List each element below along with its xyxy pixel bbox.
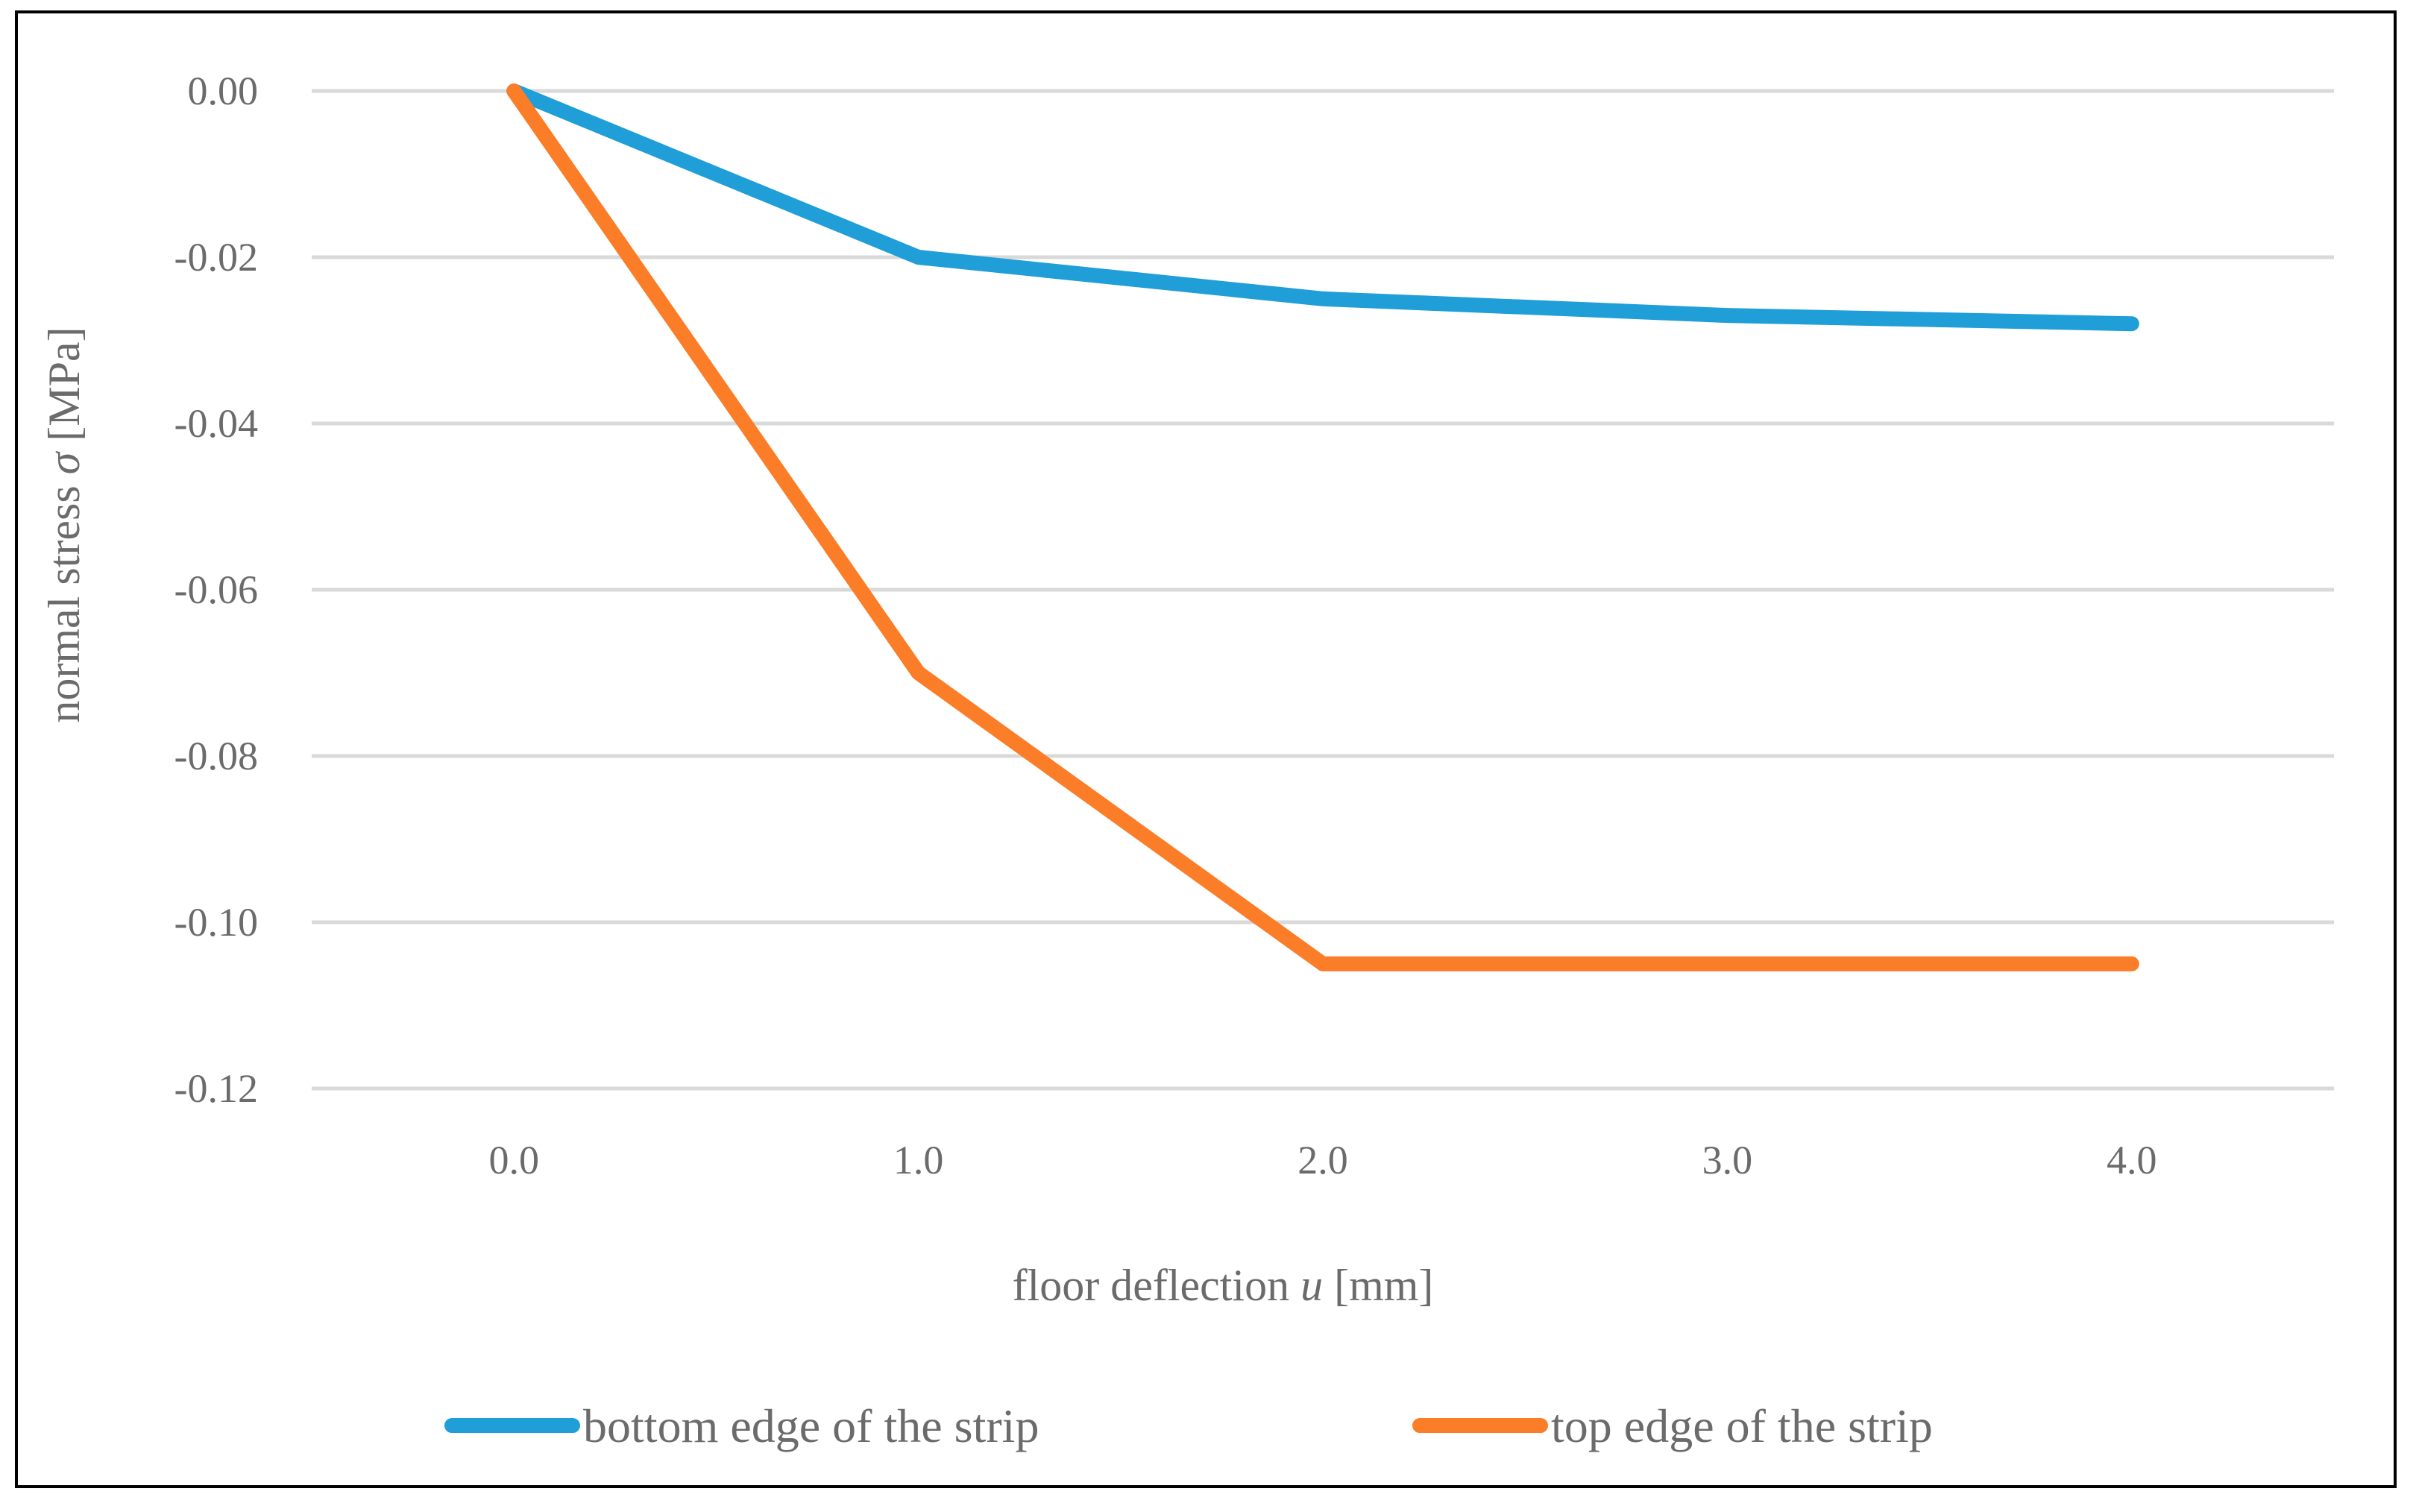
x-tick-label: 1.0 bbox=[893, 1138, 944, 1182]
y-tick-label: -0.02 bbox=[174, 235, 258, 280]
x-tick-label: 0.0 bbox=[488, 1138, 539, 1182]
y-tick-label: 0.00 bbox=[188, 69, 259, 113]
y-tick-label: -0.06 bbox=[174, 567, 258, 612]
x-tick-labels: 0.0 1.0 2.0 3.0 4.0 bbox=[488, 1138, 2157, 1182]
x-axis-title-prefix: floor deflection bbox=[1013, 1261, 1301, 1310]
series-line-bottom-edge bbox=[506, 84, 2139, 332]
series-lines bbox=[506, 84, 2139, 971]
x-tick-label: 3.0 bbox=[1702, 1138, 1753, 1182]
x-tick-label: 2.0 bbox=[1297, 1138, 1348, 1182]
y-axis-title-prefix: normal stress bbox=[40, 474, 89, 722]
legend-label-top-edge: top edge of the strip bbox=[1551, 1399, 1933, 1452]
y-tick-label: -0.04 bbox=[174, 401, 258, 446]
x-axis-title: floor deflection u [mm] bbox=[1013, 1261, 1434, 1310]
y-axis-title-symbol: σ bbox=[40, 450, 89, 474]
x-axis-title-suffix: [mm] bbox=[1323, 1261, 1433, 1310]
legend-label-bottom-edge: bottom edge of the strip bbox=[583, 1399, 1039, 1452]
legend: bottom edge of the strip top edge of the… bbox=[444, 1399, 1933, 1452]
y-tick-label: -0.10 bbox=[174, 900, 258, 945]
y-tick-label: -0.12 bbox=[174, 1066, 258, 1111]
gridlines bbox=[312, 89, 2334, 1091]
y-tick-labels: 0.00 -0.02 -0.04 -0.06 -0.08 -0.10 -0.12 bbox=[174, 69, 258, 1111]
x-axis-title-symbol: u bbox=[1300, 1261, 1323, 1310]
y-tick-label: -0.08 bbox=[174, 734, 258, 778]
x-tick-label: 4.0 bbox=[2107, 1138, 2157, 1182]
y-axis-title-suffix: [MPa] bbox=[40, 327, 89, 452]
y-axis-title: normal stress σ [MPa] bbox=[40, 327, 89, 722]
series-line-top-edge bbox=[506, 84, 2139, 971]
